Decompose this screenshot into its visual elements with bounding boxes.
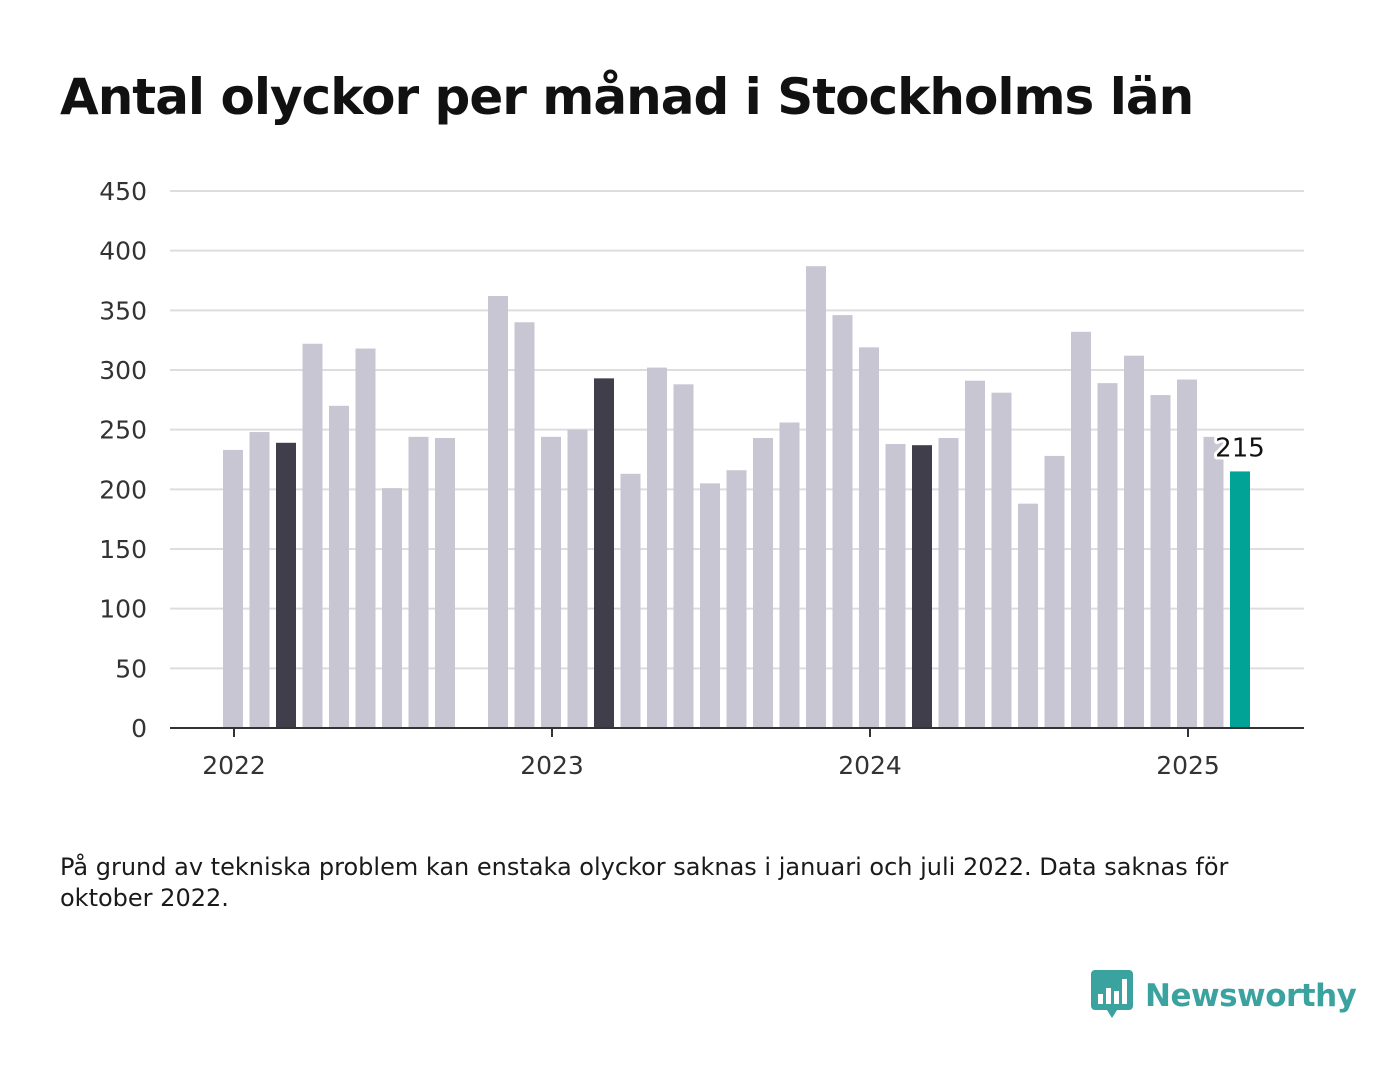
bar bbox=[329, 405, 349, 728]
bar bbox=[700, 483, 720, 728]
bar-chart-speech-bubble-icon bbox=[1091, 970, 1133, 1018]
y-tick-label: 50 bbox=[115, 654, 147, 683]
bar bbox=[541, 436, 561, 728]
footnote: På grund av tekniska problem kan enstaka… bbox=[60, 853, 1229, 912]
y-tick-label: 400 bbox=[99, 237, 147, 266]
y-axis: 0 50 100 150 200 250 300 350 400 450 bbox=[99, 177, 147, 743]
bar bbox=[779, 422, 800, 728]
y-tick-label: 200 bbox=[99, 475, 147, 504]
bar bbox=[382, 488, 402, 728]
bar-chart: 0 50 100 150 200 250 300 350 400 450 2022 2023 2024… bbox=[99, 177, 1304, 780]
bar bbox=[832, 315, 853, 728]
bar bbox=[726, 470, 747, 728]
bar bbox=[885, 443, 906, 728]
bar bbox=[1203, 436, 1224, 728]
chart-title: Antal olyckor per månad i Stockholms län bbox=[60, 68, 1194, 126]
x-axis: 2022 2023 2024 2025 bbox=[170, 727, 1304, 780]
data-label: 215 bbox=[1215, 433, 1265, 463]
bar bbox=[514, 322, 535, 728]
brand-logo: Newsworthy bbox=[1091, 970, 1357, 1022]
bar bbox=[355, 348, 376, 728]
x-tick-label: 2025 bbox=[1156, 751, 1220, 780]
x-tick-label: 2024 bbox=[838, 751, 902, 780]
bar bbox=[223, 449, 243, 728]
bar bbox=[408, 436, 429, 728]
bar bbox=[1071, 331, 1091, 728]
bar bbox=[753, 438, 773, 728]
y-tick-label: 300 bbox=[99, 356, 147, 385]
bar bbox=[965, 380, 985, 728]
bar bbox=[1044, 455, 1065, 728]
y-tick-label: 0 bbox=[131, 714, 147, 743]
bar bbox=[991, 392, 1012, 728]
bar bbox=[620, 473, 641, 728]
bar bbox=[276, 442, 296, 728]
brand-name: Newsworthy bbox=[1145, 978, 1357, 1014]
bar bbox=[1097, 383, 1118, 728]
bar bbox=[249, 432, 270, 728]
bar bbox=[859, 347, 879, 728]
bar bbox=[912, 445, 932, 728]
bar bbox=[938, 438, 959, 728]
bar bbox=[1230, 471, 1250, 728]
bar bbox=[302, 343, 323, 728]
bar bbox=[1018, 503, 1038, 728]
y-tick-label: 250 bbox=[99, 416, 147, 445]
x-tick-label: 2023 bbox=[520, 751, 584, 780]
y-tick-label: 150 bbox=[99, 535, 147, 564]
bar bbox=[488, 296, 508, 728]
x-tick-label: 2022 bbox=[202, 751, 266, 780]
bar bbox=[435, 438, 455, 728]
bar bbox=[1150, 395, 1171, 728]
data-labels: 215 bbox=[1212, 430, 1268, 466]
bar bbox=[647, 367, 667, 728]
bar bbox=[806, 266, 826, 728]
y-tick-label: 450 bbox=[99, 177, 147, 206]
bar bbox=[567, 429, 588, 728]
y-tick-label: 350 bbox=[99, 296, 147, 325]
bar bbox=[1124, 355, 1144, 728]
bar bbox=[594, 378, 614, 728]
bars bbox=[223, 266, 1250, 728]
bar bbox=[1177, 379, 1197, 728]
bar bbox=[673, 384, 694, 728]
y-tick-label: 100 bbox=[99, 595, 147, 624]
